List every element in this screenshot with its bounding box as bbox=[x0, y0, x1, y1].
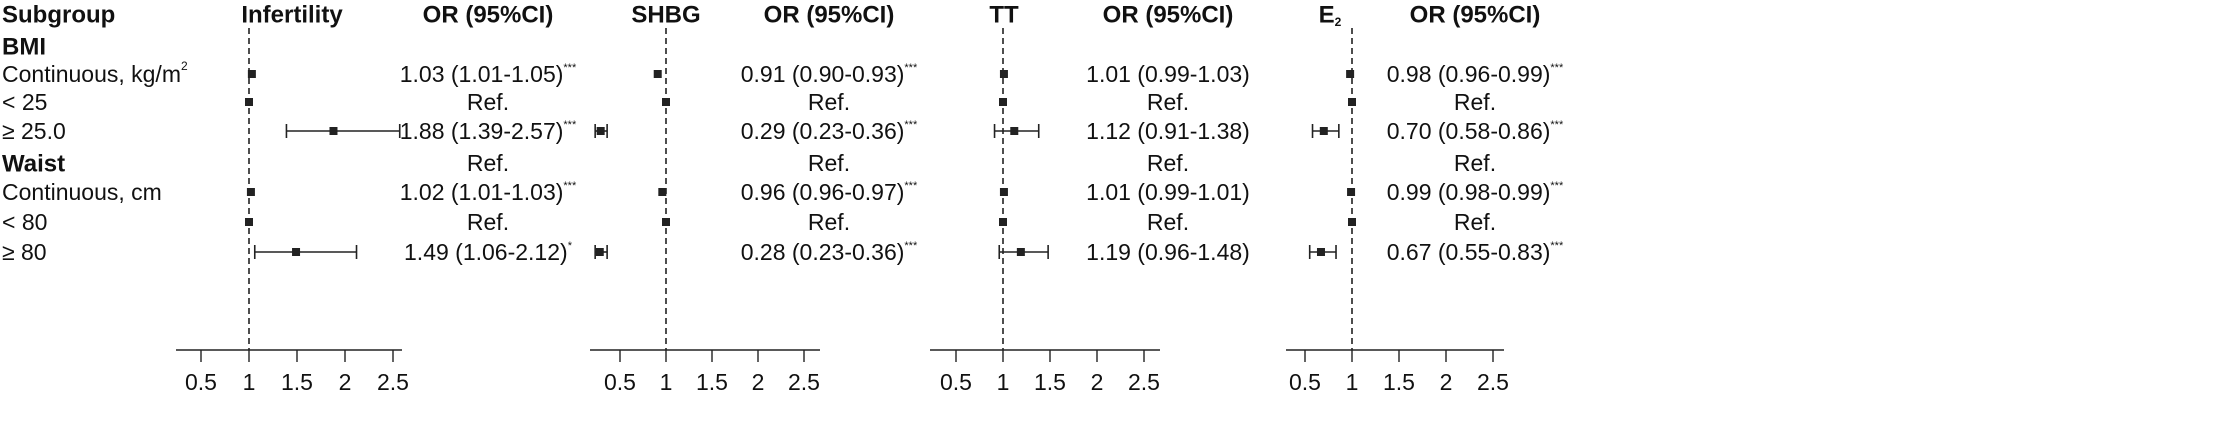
or-value: 0.99 (0.98-0.99)*** bbox=[1387, 179, 1564, 205]
or-value: 0.29 (0.23-0.36)*** bbox=[741, 118, 918, 144]
x-tick-label: 0.5 bbox=[940, 369, 972, 395]
or-point bbox=[1319, 127, 1328, 135]
or-point bbox=[1348, 218, 1356, 226]
panel-title: E2 bbox=[1319, 1, 1342, 29]
or-point bbox=[292, 248, 301, 256]
or-point bbox=[999, 98, 1007, 106]
row-label: Continuous, kg/m2 bbox=[2, 59, 188, 87]
or-value: 1.03 (1.01-1.05)*** bbox=[400, 61, 577, 87]
or-point bbox=[245, 218, 253, 226]
or-value: 1.88 (1.39-2.57)*** bbox=[400, 118, 577, 144]
or-header: OR (95%CI) bbox=[1410, 1, 1541, 28]
or-value: 0.91 (0.90-0.93)*** bbox=[741, 61, 918, 87]
or-point bbox=[999, 188, 1008, 196]
or-value: 0.70 (0.58-0.86)*** bbox=[1387, 118, 1564, 144]
x-tick-label: 0.5 bbox=[604, 369, 636, 395]
or-value: Ref. bbox=[1454, 150, 1496, 176]
x-tick-label: 1.5 bbox=[1034, 369, 1066, 395]
or-point bbox=[596, 127, 605, 135]
or-header: OR (95%CI) bbox=[1103, 1, 1234, 28]
x-tick-label: 2 bbox=[339, 369, 352, 395]
or-value: 0.96 (0.96-0.97)*** bbox=[741, 179, 918, 205]
or-value: 1.12 (0.91-1.38) bbox=[1086, 118, 1250, 144]
or-point bbox=[329, 127, 338, 135]
or-point bbox=[1016, 248, 1025, 256]
x-tick-label: 2.5 bbox=[1128, 369, 1160, 395]
or-point bbox=[1348, 98, 1356, 106]
or-point bbox=[658, 188, 667, 196]
or-point bbox=[245, 98, 253, 106]
x-tick-label: 2.5 bbox=[377, 369, 409, 395]
row-label: Continuous, cm bbox=[2, 179, 162, 205]
or-value: Ref. bbox=[467, 89, 509, 115]
or-value: Ref. bbox=[808, 209, 850, 235]
or-value: Ref. bbox=[467, 150, 509, 176]
or-value: 1.01 (0.99-1.01) bbox=[1086, 179, 1250, 205]
or-point bbox=[1346, 70, 1355, 78]
panel-title: SHBG bbox=[631, 1, 700, 28]
or-value: Ref. bbox=[1147, 89, 1189, 115]
or-point bbox=[999, 218, 1007, 226]
row-label: Waist bbox=[2, 150, 65, 177]
x-tick-label: 1.5 bbox=[1383, 369, 1415, 395]
or-point bbox=[1010, 127, 1019, 135]
x-tick-label: 0.5 bbox=[185, 369, 217, 395]
or-value: Ref. bbox=[1454, 209, 1496, 235]
or-header: OR (95%CI) bbox=[764, 1, 895, 28]
x-tick-label: 1 bbox=[243, 369, 256, 395]
or-point bbox=[999, 70, 1008, 78]
or-value: 0.67 (0.55-0.83)*** bbox=[1387, 239, 1564, 265]
x-tick-label: 2.5 bbox=[1477, 369, 1509, 395]
panel-title: Infertility bbox=[241, 1, 343, 28]
or-value: Ref. bbox=[1147, 150, 1189, 176]
row-label: BMI bbox=[2, 33, 46, 60]
row-label: ≥ 25.0 bbox=[2, 118, 66, 144]
or-point bbox=[662, 218, 670, 226]
or-value: Ref. bbox=[1454, 89, 1496, 115]
or-value: Ref. bbox=[808, 150, 850, 176]
row-label: < 80 bbox=[2, 209, 47, 235]
or-value: 1.02 (1.01-1.03)*** bbox=[400, 179, 577, 205]
x-tick-label: 1.5 bbox=[281, 369, 313, 395]
x-tick-label: 2 bbox=[1091, 369, 1104, 395]
panel-title: TT bbox=[989, 1, 1019, 28]
or-point bbox=[595, 248, 604, 256]
or-value: Ref. bbox=[1147, 209, 1189, 235]
or-header: OR (95%CI) bbox=[423, 1, 554, 28]
x-tick-label: 1 bbox=[1346, 369, 1359, 395]
or-point bbox=[653, 70, 662, 78]
or-point bbox=[246, 188, 255, 196]
x-tick-label: 2 bbox=[1440, 369, 1453, 395]
or-value: 0.98 (0.96-0.99)*** bbox=[1387, 61, 1564, 87]
subgroup-header: Subgroup bbox=[2, 1, 115, 28]
or-point bbox=[247, 70, 256, 78]
or-value: 1.01 (0.99-1.03) bbox=[1086, 61, 1250, 87]
x-tick-label: 1 bbox=[660, 369, 673, 395]
x-tick-label: 0.5 bbox=[1289, 369, 1321, 395]
or-value: 1.19 (0.96-1.48) bbox=[1086, 239, 1250, 265]
row-label: < 25 bbox=[2, 89, 47, 115]
or-value: Ref. bbox=[467, 209, 509, 235]
or-value: 0.28 (0.23-0.36)*** bbox=[741, 239, 918, 265]
x-tick-label: 2 bbox=[752, 369, 765, 395]
x-tick-label: 1 bbox=[997, 369, 1010, 395]
x-tick-label: 1.5 bbox=[696, 369, 728, 395]
or-point bbox=[1347, 188, 1356, 196]
or-value: Ref. bbox=[808, 89, 850, 115]
or-point bbox=[662, 98, 670, 106]
x-tick-label: 2.5 bbox=[788, 369, 820, 395]
or-point bbox=[1316, 248, 1325, 256]
row-label: ≥ 80 bbox=[2, 239, 47, 265]
or-value: 1.49 (1.06-2.12)* bbox=[404, 239, 573, 265]
